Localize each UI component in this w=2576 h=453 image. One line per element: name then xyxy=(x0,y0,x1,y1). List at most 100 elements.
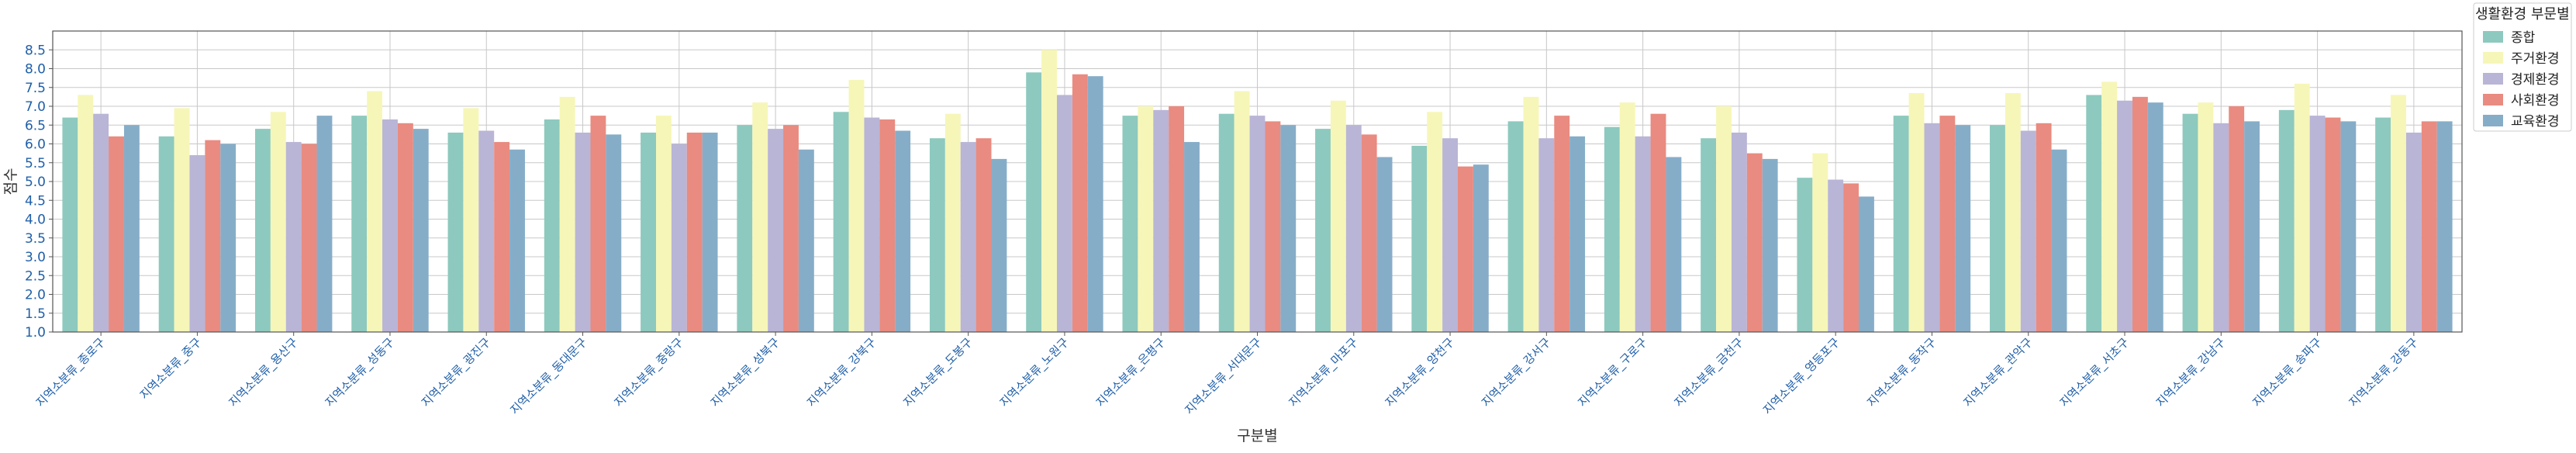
bar xyxy=(2005,93,2021,333)
bar xyxy=(1635,136,1651,332)
bar xyxy=(2436,121,2453,332)
bar xyxy=(2375,117,2391,333)
bar xyxy=(944,113,961,332)
bar xyxy=(1924,123,1940,332)
bar xyxy=(895,130,911,332)
bar xyxy=(1056,95,1072,332)
bar xyxy=(509,149,525,332)
bar xyxy=(798,149,814,332)
y-tick-label: 8.5 xyxy=(25,43,46,58)
x-tick-label: 지역소분류_강동구 xyxy=(2346,335,2422,410)
bar xyxy=(975,138,992,332)
bar xyxy=(1619,102,1635,332)
x-tick-label: 지역소분류_성북구 xyxy=(708,335,783,410)
bar xyxy=(1184,142,1200,332)
bar xyxy=(991,158,1007,332)
x-tick-label: 지역소분류_중랑구 xyxy=(612,335,687,410)
y-tick-label: 6.0 xyxy=(25,137,46,153)
bar xyxy=(606,134,622,332)
bar xyxy=(1716,106,1732,332)
y-axis-label: 점수 xyxy=(2,168,19,195)
bar xyxy=(1315,129,1331,332)
y-tick-label: 2.0 xyxy=(25,288,46,303)
y-tick-labels: 1.0 1.5 2.0 2.5 3.0 3.5 4.0 4.5 5.0 5.5 6.0 6.5 7.0 7… xyxy=(25,43,53,341)
bar xyxy=(2309,116,2326,332)
legend-title: 생활환경 부문별 xyxy=(2475,6,2570,22)
bar xyxy=(559,96,575,332)
bar xyxy=(2132,96,2148,332)
bar xyxy=(575,132,591,332)
x-tick-label: 지역소분류_성동구 xyxy=(323,335,398,410)
bar xyxy=(2020,130,2036,332)
x-tick-label: 지역소분류_강남구 xyxy=(2153,335,2229,410)
x-tick-label: 지역소분류_종로구 xyxy=(33,335,109,410)
bar xyxy=(1361,134,1377,332)
bar xyxy=(590,116,606,332)
bar xyxy=(641,132,656,332)
y-tick-label: 1.5 xyxy=(25,306,46,322)
bar xyxy=(2405,132,2422,332)
bar xyxy=(864,117,880,333)
bar xyxy=(189,155,205,332)
bar xyxy=(1234,91,1250,332)
bar xyxy=(686,132,703,332)
y-tick-label: 8.0 xyxy=(25,62,46,78)
y-tick-label: 1.0 xyxy=(25,325,46,341)
bar xyxy=(1376,157,1393,332)
x-tick-label: 지역소분류_영등포구 xyxy=(1760,335,1843,418)
bar xyxy=(397,123,413,332)
bar xyxy=(2051,149,2067,332)
bar xyxy=(220,144,237,332)
bar xyxy=(1797,178,1813,332)
bar xyxy=(1812,153,1828,332)
y-tick-label: 7.5 xyxy=(25,81,46,96)
bar xyxy=(109,136,124,332)
bar xyxy=(2101,81,2118,332)
bar xyxy=(833,112,849,332)
bar xyxy=(1072,74,1088,333)
bar xyxy=(1507,121,1524,332)
x-tick-label: 지역소분류_은평구 xyxy=(1093,335,1169,410)
bar xyxy=(1041,50,1057,332)
bar xyxy=(1153,109,1169,332)
bar xyxy=(2244,121,2260,332)
bar xyxy=(2421,121,2437,332)
bar xyxy=(447,132,464,332)
bar xyxy=(752,102,768,332)
legend-label: 사회환경 xyxy=(2511,93,2560,109)
bar xyxy=(2086,95,2102,332)
y-tick-label: 6.5 xyxy=(25,118,46,133)
y-tick-label: 4.0 xyxy=(25,213,46,228)
bar xyxy=(2391,95,2406,332)
bar xyxy=(2229,106,2245,332)
bar xyxy=(848,80,865,333)
bar xyxy=(1138,106,1154,332)
x-tick-label: 지역소분류_서대문구 xyxy=(1182,335,1265,418)
bar xyxy=(301,144,317,332)
bar xyxy=(1762,158,1778,332)
x-tick-label: 지역소분류_강북구 xyxy=(804,335,879,410)
legend-swatch xyxy=(2483,31,2503,43)
legend-label: 주거환경 xyxy=(2511,51,2560,67)
legend-swatch xyxy=(2483,94,2503,105)
x-tick-label: 지역소분류_금천구 xyxy=(1672,335,1747,410)
bar xyxy=(655,116,672,332)
legend-swatch xyxy=(2483,52,2503,64)
bar xyxy=(737,125,753,332)
bar xyxy=(1169,106,1185,332)
bar xyxy=(1554,116,1570,332)
bar xyxy=(768,129,784,332)
x-tick-label: 지역소분류_구로구 xyxy=(1575,335,1650,410)
x-axis-label: 구분별 xyxy=(1237,427,1277,444)
bar xyxy=(1893,116,1909,332)
bar xyxy=(1523,96,1539,332)
bar xyxy=(1427,112,1443,332)
bar xyxy=(1731,132,1747,332)
bar xyxy=(783,125,799,332)
bar xyxy=(1569,136,1586,332)
bar xyxy=(1218,113,1234,332)
bar xyxy=(2117,100,2132,332)
bar xyxy=(2182,113,2198,332)
